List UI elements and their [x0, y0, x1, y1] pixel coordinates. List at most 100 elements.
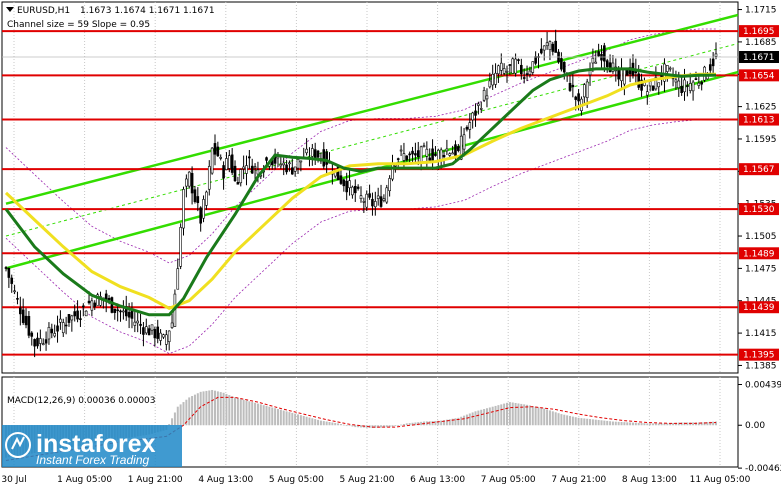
candle-body: [594, 61, 598, 64]
macd-bar: [317, 419, 320, 426]
candle-body: [342, 179, 346, 187]
macd-bar: [517, 403, 520, 426]
macd-bar: [305, 416, 308, 426]
macd-y-tick-label: -0.00462: [745, 464, 781, 474]
macd-bar: [219, 392, 222, 426]
candle-body: [434, 153, 437, 156]
macd-bar: [279, 409, 282, 426]
candle-body: [288, 162, 291, 165]
candle-body: [368, 193, 371, 198]
candle-body: [414, 153, 417, 156]
candle-body: [253, 166, 257, 169]
candle-body: [116, 309, 119, 312]
macd-bar: [380, 425, 383, 428]
macd-bar: [674, 422, 677, 426]
macd-bar: [213, 390, 216, 426]
candle-body: [654, 77, 658, 90]
candle-body: [236, 182, 240, 185]
macd-bar: [274, 408, 277, 426]
candle-body: [694, 78, 698, 80]
macd-bar: [168, 424, 171, 426]
macd-bar: [660, 423, 663, 426]
macd-bar: [374, 425, 377, 428]
macd-bar: [319, 420, 322, 426]
macd-bar: [308, 417, 311, 426]
macd-bar: [248, 401, 251, 426]
macd-bar: [609, 421, 612, 426]
current-price-tag: [739, 51, 779, 64]
macd-bar: [208, 390, 211, 426]
macd-bar: [445, 419, 448, 426]
candle-body: [520, 64, 523, 75]
candle-body: [545, 42, 549, 47]
macd-bar: [299, 415, 302, 426]
macd-bar: [591, 419, 594, 426]
macd-bar: [672, 422, 675, 426]
candle-body: [445, 148, 449, 152]
candle-body: [577, 93, 580, 102]
macd-bar: [345, 425, 348, 427]
macd-bar: [339, 424, 342, 426]
y-tick-label: 1.1475: [745, 264, 777, 274]
candle-body: [156, 326, 160, 339]
candle-body: [560, 58, 563, 70]
macd-bar: [242, 399, 245, 426]
macd-bar: [523, 404, 526, 426]
macd-bar: [245, 400, 248, 426]
macd-bar: [589, 419, 592, 426]
candle-body: [313, 149, 317, 159]
candle-body: [525, 73, 529, 75]
candle-body: [623, 68, 626, 85]
macd-bar: [288, 412, 291, 426]
macd-bar: [228, 395, 231, 426]
macd-bar: [692, 422, 695, 426]
candle-body: [431, 148, 434, 161]
macd-bar: [491, 406, 494, 426]
macd-bar: [222, 392, 225, 426]
macd-bar: [643, 423, 646, 426]
current-price-label: 1.1671: [743, 53, 775, 63]
macd-bar: [528, 405, 531, 426]
macd-bar: [234, 397, 237, 426]
candle-body: [290, 167, 294, 175]
x-tick-label: 6 Aug 13:00: [410, 475, 465, 485]
candle-body: [233, 165, 237, 182]
macd-bar: [531, 406, 534, 426]
candle-body: [210, 147, 214, 174]
candle-body: [167, 330, 171, 342]
macd-bar: [328, 422, 331, 426]
macd-bar: [686, 422, 689, 426]
macd-bar: [285, 411, 288, 426]
macd-bar: [500, 404, 503, 426]
macd-bar: [322, 421, 325, 426]
candle-body: [79, 318, 82, 320]
collapse-arrow-icon[interactable]: [6, 7, 14, 12]
candle-body: [591, 57, 595, 64]
candle-body: [680, 85, 683, 93]
macd-bar: [520, 403, 523, 426]
candle-body: [502, 68, 506, 74]
macd-bar: [216, 391, 219, 426]
macd-bar: [617, 421, 620, 426]
macd-bar: [677, 422, 680, 426]
candle-body: [76, 310, 79, 320]
candle-body: [36, 337, 39, 347]
candle-body: [176, 268, 180, 290]
candle-body: [462, 134, 466, 150]
candle-body: [479, 108, 483, 110]
macd-bar: [714, 421, 718, 426]
candle-body: [44, 339, 48, 344]
macd-bar: [557, 413, 560, 426]
slow-moving-average-line: [4, 72, 716, 310]
candle-body: [648, 81, 652, 87]
candle-body: [228, 155, 231, 169]
candle-body: [73, 311, 77, 317]
candle-body: [136, 320, 139, 324]
candle-body: [385, 187, 389, 203]
candle-body: [24, 315, 28, 326]
candle-body: [637, 73, 641, 88]
x-tick-label: 30 Jul: [1, 475, 26, 485]
candle-body: [611, 62, 615, 72]
macd-bar: [302, 415, 305, 426]
candle-body: [428, 157, 432, 161]
